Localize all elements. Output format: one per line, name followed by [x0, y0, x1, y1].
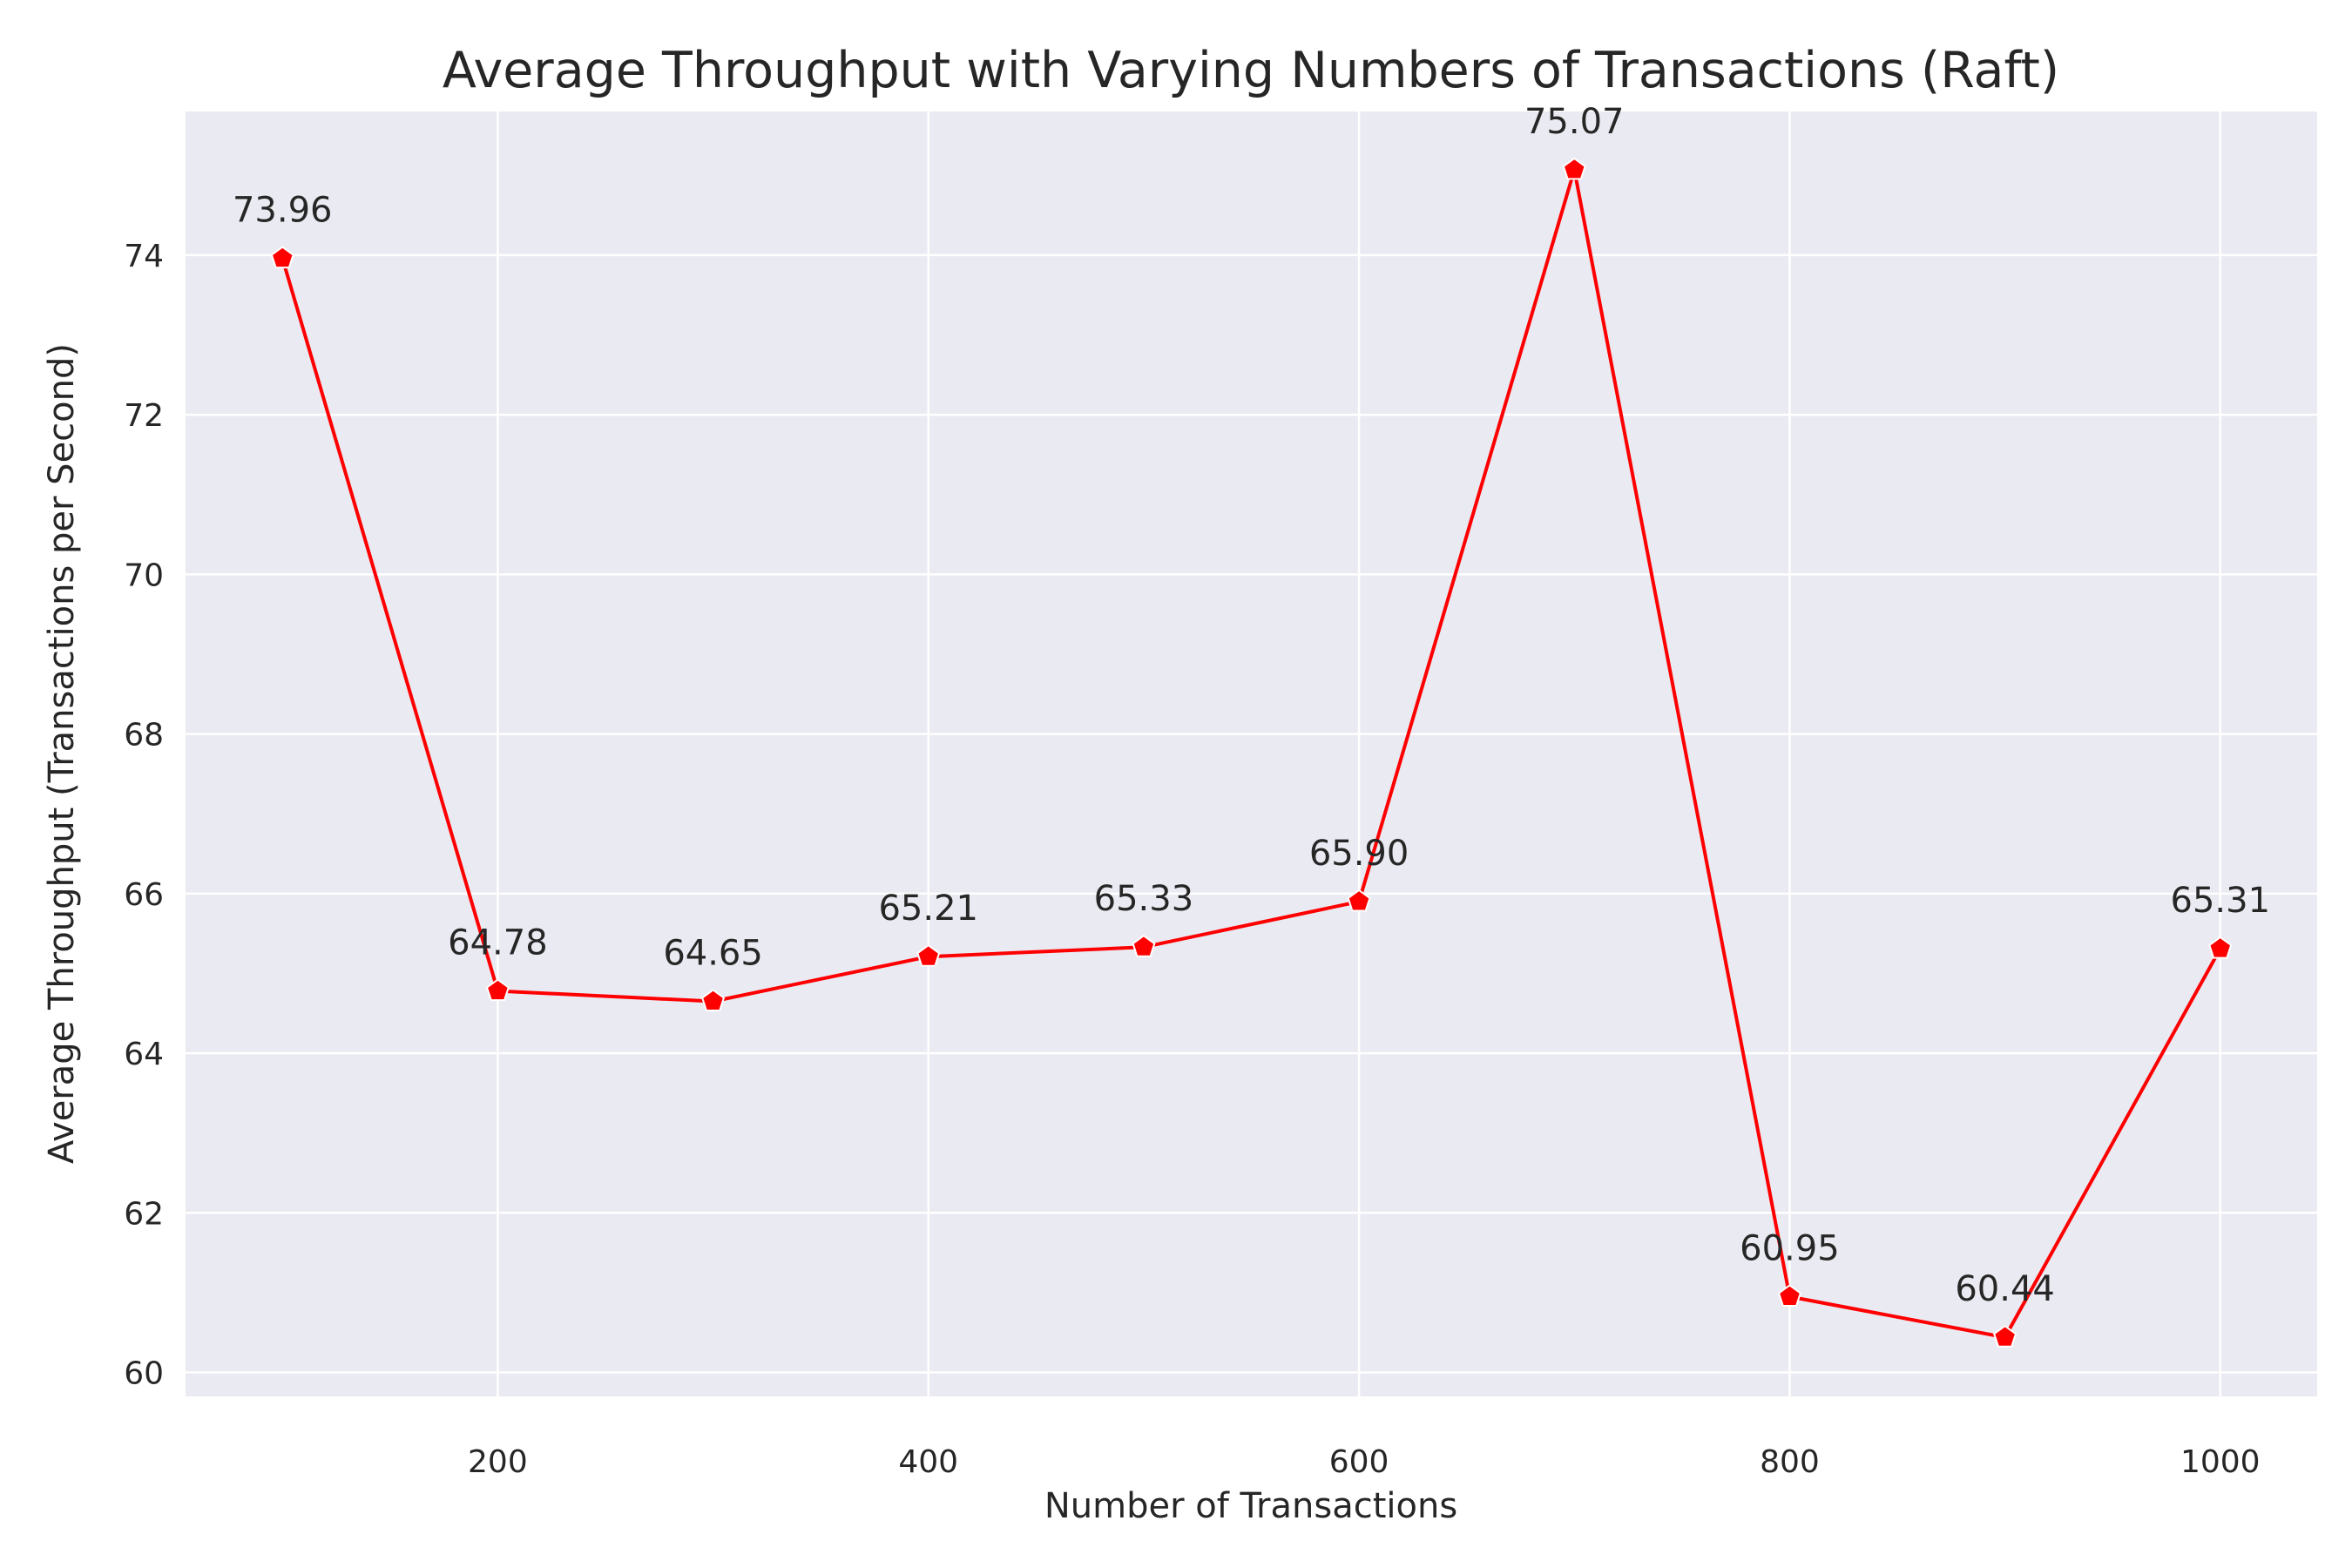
grid-lines — [186, 112, 2317, 1396]
x-tick-label: 200 — [468, 1444, 528, 1480]
data-label: 65.31 — [2171, 881, 2271, 921]
x-tick-label: 600 — [1329, 1444, 1389, 1480]
data-label: 65.90 — [1309, 834, 1409, 874]
data-point — [916, 943, 941, 967]
y-tick-label: 60 — [124, 1356, 164, 1392]
x-axis-label: Number of Transactions — [1044, 1486, 1457, 1526]
data-point — [1347, 889, 1371, 912]
data-label: 65.21 — [878, 889, 978, 929]
x-tick-label: 1000 — [2180, 1444, 2261, 1480]
data-point — [1993, 1324, 2017, 1348]
y-tick-label: 62 — [124, 1196, 164, 1232]
data-label: 60.95 — [1740, 1228, 1840, 1268]
plot-background — [186, 112, 2317, 1396]
data-point — [1562, 157, 1586, 180]
data-point — [485, 978, 510, 1002]
data-labels: 73.96 64.78 64.65 65.21 65.33 65.90 75.07 60.95… — [233, 102, 2270, 1309]
y-axis-ticks: 60 62 64 66 68 70 72 74 — [124, 239, 164, 1392]
data-point — [1132, 934, 1156, 957]
data-point — [2208, 936, 2233, 959]
y-tick-label: 72 — [124, 398, 164, 434]
data-markers — [270, 157, 2233, 1348]
y-tick-label: 64 — [124, 1037, 164, 1072]
y-tick-label: 68 — [124, 718, 164, 754]
data-point — [270, 246, 294, 269]
data-label: 64.65 — [663, 934, 763, 974]
y-axis-label: Average Throughput (Transactions per Sec… — [42, 343, 82, 1164]
data-point — [1777, 1284, 1801, 1307]
x-tick-label: 800 — [1760, 1444, 1820, 1480]
x-tick-label: 400 — [898, 1444, 958, 1480]
series-line — [280, 167, 2222, 1340]
data-label: 60.44 — [1955, 1269, 2055, 1309]
data-label: 75.07 — [1524, 102, 1625, 142]
data-label: 73.96 — [233, 191, 333, 231]
data-label: 64.78 — [448, 923, 548, 963]
data-label: 65.33 — [1094, 879, 1194, 919]
chart-title: Average Throughput with Varying Numbers … — [443, 42, 2059, 99]
y-tick-label: 74 — [124, 239, 164, 274]
data-point — [701, 989, 726, 1011]
y-tick-label: 70 — [124, 558, 164, 593]
y-tick-label: 66 — [124, 877, 164, 913]
x-axis-ticks: 200 400 600 800 1000 — [468, 1444, 2261, 1480]
